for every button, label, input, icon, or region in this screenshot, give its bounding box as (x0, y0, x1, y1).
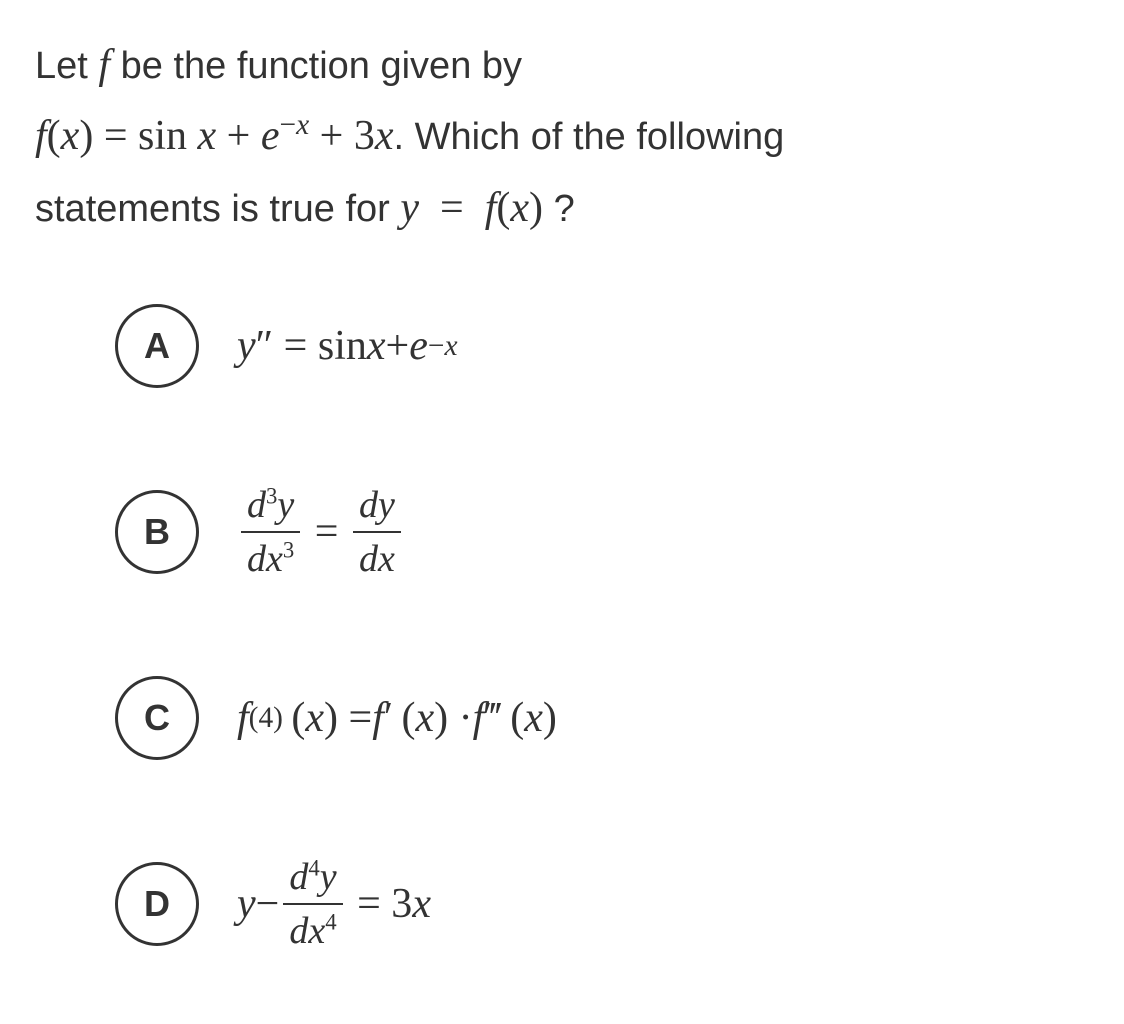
question-line1-prefix: Let (35, 45, 98, 87)
option-b-math: d3y dx3 = dy dx (237, 483, 405, 581)
option-a-label: A (144, 325, 170, 367)
option-c-label: C (144, 697, 170, 739)
question-formula: f(x) = sin x + e−x + 3x (35, 113, 393, 159)
question-line1-suffix: be the function given by (110, 45, 522, 87)
option-a-math: y″ = sin x + e−x (237, 322, 457, 370)
answer-option-d: D y − d4y dx4 = 3x (115, 855, 1089, 953)
option-d-button[interactable]: D (115, 862, 199, 946)
question-equality: y = f(x) (400, 185, 543, 231)
option-c-button[interactable]: C (115, 676, 199, 760)
question-f-symbol: f (98, 42, 110, 88)
question-text: Let f be the function given by f(x) = si… (35, 30, 1089, 244)
answer-option-b: B d3y dx3 = dy dx (115, 483, 1089, 581)
answer-option-a: A y″ = sin x + e−x (115, 304, 1089, 388)
option-c-math: f(4) (x) = f′ (x) · f‴ (x) (237, 694, 557, 742)
option-d-label: D (144, 883, 170, 925)
option-b-button[interactable]: B (115, 490, 199, 574)
option-d-math: y − d4y dx4 = 3x (237, 855, 431, 953)
answer-option-c: C f(4) (x) = f′ (x) · f‴ (x) (115, 676, 1089, 760)
option-a-button[interactable]: A (115, 304, 199, 388)
answer-list: A y″ = sin x + e−x B d3y dx3 = dy dx C f… (35, 304, 1089, 953)
question-line2-text: . Which of the following (393, 116, 784, 158)
question-line3-suffix: ? (543, 188, 575, 230)
option-b-label: B (144, 511, 170, 553)
question-line3-prefix: statements is true for (35, 188, 400, 230)
